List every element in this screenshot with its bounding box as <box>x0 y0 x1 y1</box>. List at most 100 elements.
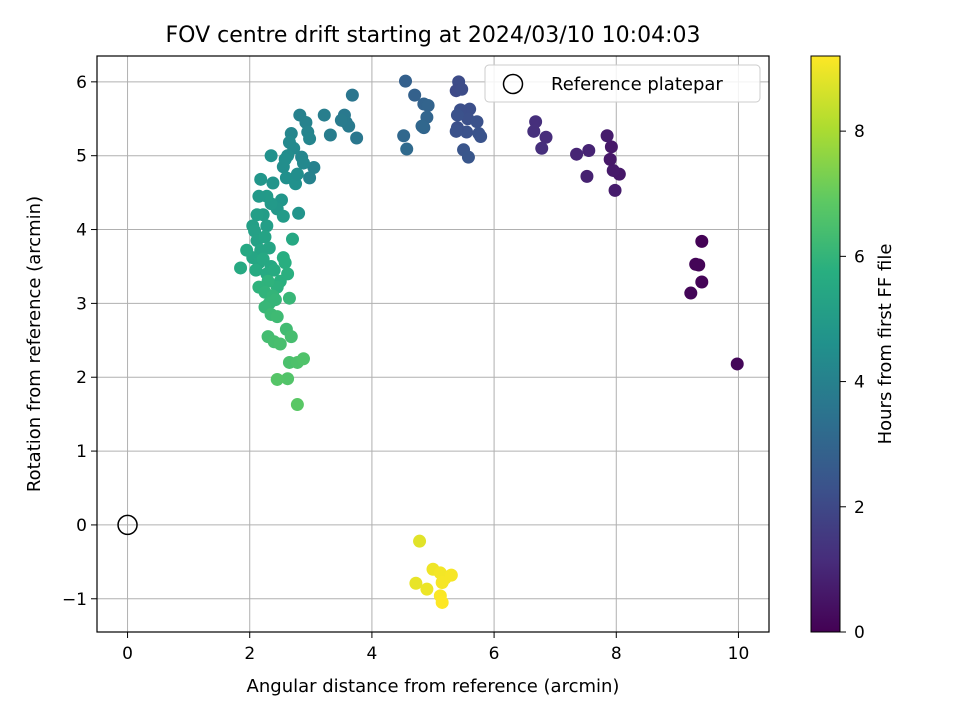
data-point <box>290 167 304 181</box>
data-point <box>529 115 543 129</box>
data-point <box>695 234 709 248</box>
data-point <box>290 398 304 412</box>
data-point <box>303 171 317 185</box>
data-point <box>420 582 434 596</box>
data-point <box>264 149 278 163</box>
data-point <box>608 183 622 197</box>
data-point <box>334 113 348 127</box>
data-point <box>323 128 337 142</box>
data-point <box>282 135 296 149</box>
legend-marker <box>502 73 524 95</box>
data-point <box>695 275 709 289</box>
data-point <box>435 576 449 590</box>
legend-box <box>484 64 761 103</box>
y-tick-label: 4 <box>76 221 87 241</box>
x-tick-label: 4 <box>366 644 377 664</box>
data-point <box>444 568 458 582</box>
colorbar: 0 2 4 6 8 Hours from first FF file <box>810 55 896 643</box>
data-point <box>289 177 303 191</box>
y-axis-ticks: −1 0 1 2 3 4 5 6 <box>62 73 97 610</box>
data-point <box>281 372 295 386</box>
x-tick-label: 10 <box>728 644 750 664</box>
data-point <box>258 230 272 244</box>
data-point <box>409 576 423 590</box>
data-point <box>415 119 429 133</box>
data-point <box>535 141 549 155</box>
data-point <box>400 142 414 156</box>
data-point <box>470 115 484 129</box>
legend: Reference platepar <box>484 64 761 103</box>
data-point <box>345 88 359 102</box>
data-point <box>461 150 475 164</box>
data-point <box>254 172 268 186</box>
data-point <box>273 337 287 351</box>
data-point <box>250 208 264 222</box>
reference-platepar-marker <box>117 514 138 536</box>
data-point <box>455 82 469 96</box>
y-tick-label: 2 <box>76 368 87 388</box>
data-point <box>240 243 254 257</box>
data-point <box>449 124 463 138</box>
data-point <box>539 130 553 144</box>
data-point <box>296 156 310 170</box>
x-tick-label: 2 <box>244 644 255 664</box>
data-point <box>600 129 614 143</box>
y-tick-label: 6 <box>76 73 87 93</box>
y-tick-label: 5 <box>76 147 87 167</box>
x-tick-label: 0 <box>122 644 133 664</box>
colorbar-tick-label: 0 <box>854 623 865 643</box>
data-point <box>317 108 331 122</box>
y-tick-label: 1 <box>76 442 87 462</box>
data-point <box>249 263 263 277</box>
data-point <box>399 74 413 88</box>
data-point <box>413 534 427 548</box>
data-point <box>276 209 290 223</box>
data-point <box>270 310 284 324</box>
data-point <box>580 169 594 183</box>
data-point <box>299 115 313 129</box>
x-axis-label: Angular distance from reference (arcmin) <box>247 676 620 697</box>
data-point <box>252 189 266 203</box>
data-point <box>570 147 584 161</box>
data-point <box>270 372 284 386</box>
data-point <box>606 163 620 177</box>
data-point <box>603 152 617 166</box>
colorbar-ticks: 0 2 4 6 8 <box>840 122 865 643</box>
colorbar-tick-label: 4 <box>854 373 865 393</box>
colorbar-tick-label: 8 <box>854 122 865 142</box>
data-point <box>730 357 744 371</box>
gridlines <box>97 56 769 632</box>
x-tick-label: 6 <box>489 644 500 664</box>
data-point <box>234 261 248 275</box>
data-point <box>450 108 464 122</box>
y-tick-label: 3 <box>76 294 87 314</box>
data-point <box>397 129 411 143</box>
y-axis-label: Rotation from reference (arcmin) <box>24 196 45 492</box>
data-point <box>266 176 280 190</box>
data-point <box>278 256 292 270</box>
legend-label: Reference platepar <box>551 74 723 95</box>
data-point <box>435 595 449 609</box>
data-point <box>408 88 422 102</box>
data-point <box>692 258 706 272</box>
colorbar-gradient <box>810 55 841 633</box>
x-axis-ticks: 0 2 4 6 8 10 <box>122 632 749 664</box>
colorbar-tick-label: 6 <box>854 247 865 267</box>
data-point <box>285 232 299 246</box>
data-point <box>307 161 321 175</box>
data-point <box>582 144 596 158</box>
data-point <box>472 127 486 141</box>
chart-title: FOV centre drift starting at 2024/03/10 … <box>166 23 701 48</box>
data-point <box>527 124 541 138</box>
data-points <box>234 74 744 609</box>
colorbar-tick-label: 2 <box>854 498 865 518</box>
data-point <box>421 98 435 112</box>
data-point <box>296 352 310 366</box>
data-point <box>604 140 618 154</box>
colorbar-label: Hours from first FF file <box>875 244 896 445</box>
data-point <box>282 291 296 305</box>
y-tick-label: 0 <box>76 516 87 536</box>
data-point <box>350 131 364 145</box>
plot-frame <box>96 55 770 633</box>
